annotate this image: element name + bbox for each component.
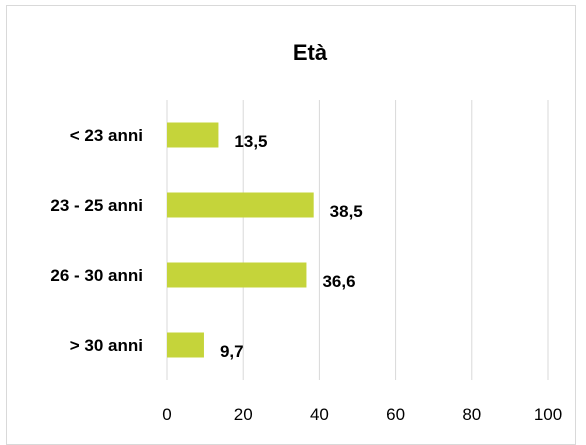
category-label: > 30 anni	[70, 336, 143, 355]
gridlines	[166, 100, 549, 380]
bar-chart: Età < 23 anni 23 - 25 anni 26 - 30 anni > 3…	[50, 40, 562, 424]
category-label: < 23 anni	[70, 126, 143, 145]
bar	[167, 192, 314, 218]
x-axis-tick-labels: 0 20 40 60 80 100	[162, 405, 562, 424]
category-label: 26 - 30 anni	[50, 266, 143, 285]
category-label: 23 - 25 anni	[50, 196, 143, 215]
chart-title: Età	[293, 40, 328, 65]
x-tick-label: 40	[310, 405, 329, 424]
data-label: 9,7	[220, 342, 244, 361]
x-tick-label: 60	[386, 405, 405, 424]
data-label: 13,5	[234, 132, 267, 151]
x-tick-label: 80	[462, 405, 481, 424]
x-tick-label: 100	[534, 405, 562, 424]
data-label: 36,6	[322, 272, 355, 291]
chart-frame	[6, 5, 576, 445]
bars	[167, 122, 314, 358]
bar	[167, 122, 219, 148]
data-labels: 13,5 38,5 36,6 9,7	[220, 132, 363, 361]
bar	[167, 332, 204, 358]
data-label: 38,5	[330, 202, 363, 221]
x-tick-label: 0	[162, 405, 171, 424]
bar	[167, 262, 307, 288]
x-tick-label: 20	[234, 405, 253, 424]
category-labels: < 23 anni 23 - 25 anni 26 - 30 anni > 30 an…	[50, 126, 143, 355]
